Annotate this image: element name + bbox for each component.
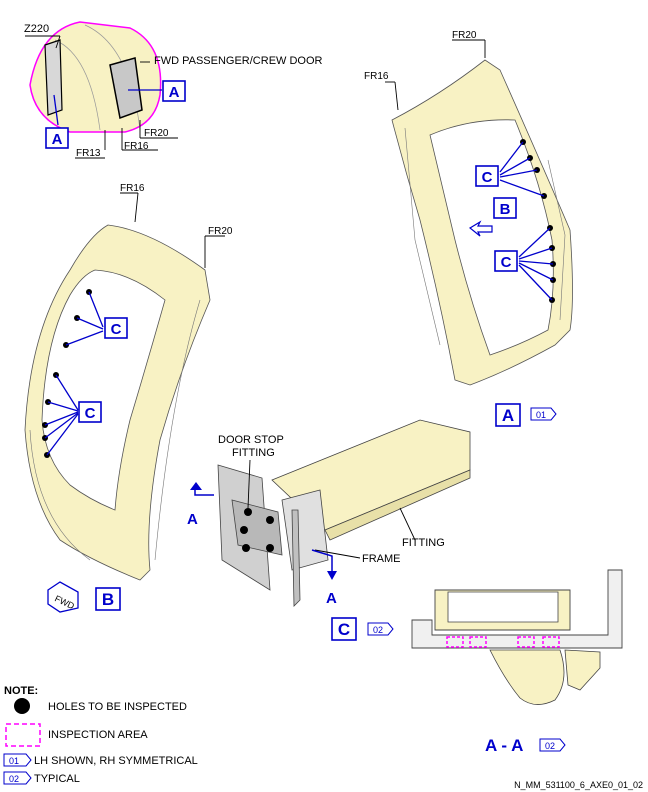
callout-a-locator	[162, 80, 186, 102]
label-fr13: FR13	[76, 148, 101, 159]
fwd-arrow: FWD	[47, 581, 79, 613]
section-frame	[411, 569, 623, 649]
label-fr20-view-b: FR20	[208, 226, 233, 237]
hole-symbol	[14, 698, 30, 714]
view-b-title	[95, 587, 121, 611]
svg-text:A: A	[169, 84, 180, 101]
label-frame: FRAME	[362, 553, 401, 565]
svg-text:A: A	[502, 406, 514, 425]
fuselage-locator: Z220 FWD PASSENGER/CREW DOOR A A FR13 FR…	[24, 21, 323, 159]
callout-b-view-a	[493, 197, 517, 219]
section-a-a-title: A - A	[485, 736, 523, 755]
fwd-door-panel	[109, 57, 143, 120]
svg-text:B: B	[102, 590, 114, 609]
section-inspection-areas	[446, 636, 560, 648]
label-fr16-view-a: FR16	[364, 71, 389, 82]
note-title: NOTE:	[4, 685, 38, 697]
svg-text:02: 02	[373, 625, 383, 635]
note-area: INSPECTION AREA	[48, 729, 148, 741]
label-fr20-locator: FR20	[144, 128, 169, 139]
svg-text:C: C	[111, 321, 122, 338]
svg-text:01: 01	[536, 410, 546, 420]
svg-text:C: C	[501, 254, 512, 271]
view-b-direction-arrow	[468, 220, 493, 237]
label-fitting: FITTING	[402, 537, 445, 549]
note-holes: HOLES TO BE INSPECTED	[48, 701, 187, 713]
inspection-area-symbol	[5, 723, 41, 747]
label-z220: Z220	[24, 23, 49, 35]
view-a: C C B FR16 FR20 A 01	[364, 30, 573, 427]
svg-text:C: C	[482, 169, 493, 186]
label-door-stop: DOOR STOP	[218, 434, 284, 446]
note-lh: LH SHOWN, RH SYMMETRICAL	[34, 755, 198, 767]
callout-c-view-b-upper	[104, 317, 128, 339]
label-door-stop-fitting: FITTING	[232, 447, 275, 459]
svg-text:A: A	[52, 131, 63, 148]
svg-text:02: 02	[545, 741, 555, 751]
ref-01-view-a	[530, 407, 557, 421]
frame-section	[281, 489, 329, 571]
detail-c: DOOR STOP FITTING FITTING FRAME A A C 02	[187, 419, 471, 641]
section-a-a: A - A 02	[411, 569, 623, 755]
label-fwd-door: FWD PASSENGER/CREW DOOR	[154, 55, 323, 67]
svg-text:C: C	[338, 620, 350, 639]
callout-a-locator-left	[45, 127, 69, 149]
detail-c-title	[331, 617, 357, 641]
legend: NOTE: HOLES TO BE INSPECTED INSPECTION A…	[3, 685, 198, 785]
callout-c-view-b-lower	[78, 401, 102, 423]
ref-02-section	[539, 738, 566, 752]
svg-text:02: 02	[9, 774, 19, 784]
callout-c-view-a-upper	[475, 165, 499, 187]
view-b-opening	[41, 269, 166, 511]
svg-text:C: C	[85, 405, 96, 422]
note-typical: TYPICAL	[34, 773, 80, 785]
ref-02-detail-c	[367, 622, 394, 636]
label-fr16-view-b: FR16	[120, 183, 145, 194]
view-a-opening	[429, 119, 554, 356]
figure-id: N_MM_531100_6_AXE0_01_02	[514, 780, 643, 790]
ref-01-legend	[3, 753, 32, 767]
ref-02-legend	[3, 771, 32, 785]
svg-text:01: 01	[9, 756, 19, 766]
section-a-marker-right: A	[326, 590, 337, 607]
view-a-title	[495, 403, 521, 427]
view-b: C C FR16 FR20 FWD B	[24, 183, 233, 613]
svg-text:B: B	[500, 201, 511, 218]
small-door-panel	[44, 39, 63, 116]
label-fr16-locator: FR16	[124, 141, 149, 152]
callout-c-view-a-lower	[494, 250, 518, 272]
label-fr20-view-a: FR20	[452, 30, 477, 41]
section-a-marker-left: A	[187, 511, 198, 528]
